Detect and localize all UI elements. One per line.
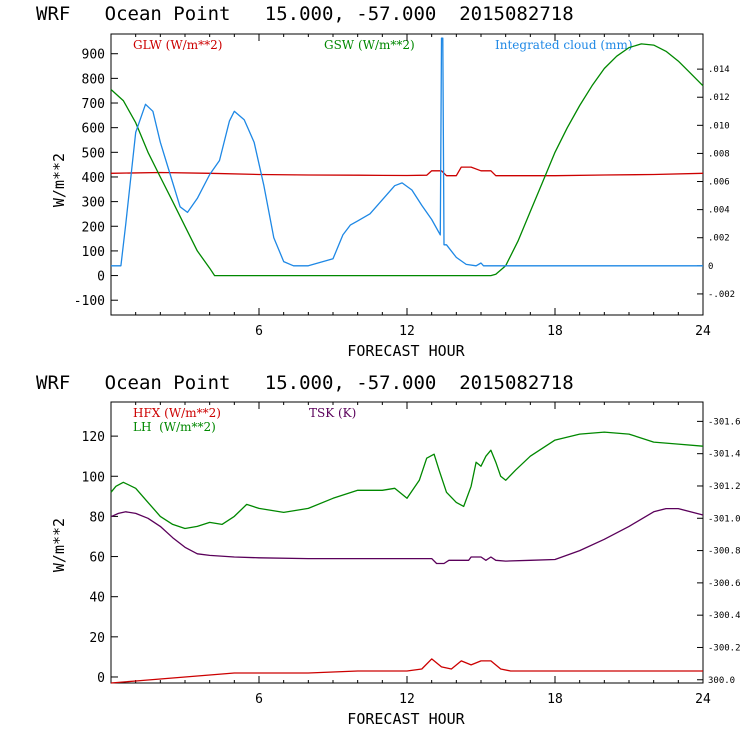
top-series-line-1 — [110, 43, 704, 277]
bottom-plot-area: 6 12 18 24 0 20 40 60 80 100 120 300.0 -300.2 -300.4 -… — [82, 401, 740, 707]
bottom-legend-hfx: HFX (W/m**2) — [133, 406, 221, 420]
top-y-tick-label: 700 — [82, 97, 105, 112]
top-y2-tick-label: .008 — [708, 149, 730, 159]
bottom-legend-tsk: TSK (K) — [309, 406, 356, 420]
top-y-tick-label: 800 — [82, 72, 105, 87]
bottom-y2-tick-label: -301.6 — [708, 417, 740, 427]
top-y-tick-label: -100 — [74, 294, 105, 309]
top-y2-tick-label: .002 — [708, 234, 730, 244]
top-y2-tick-label: .006 — [708, 178, 730, 188]
top-legend-cloud: Integrated cloud (mm) — [495, 38, 633, 52]
top-y2-tick-label: 0 — [708, 262, 713, 272]
bottom-series-line-0 — [110, 658, 703, 684]
bottom-y2-tick-label: -301.0 — [708, 514, 740, 524]
bottom-x-tick-label: 18 — [547, 692, 563, 707]
bottom-y2-tick-label: -300.2 — [708, 643, 740, 653]
bottom-y2-tick-label: 300.0 — [708, 676, 735, 686]
bottom-y-tick-label: 40 — [89, 591, 105, 606]
bottom-chart-title: WRF Ocean Point 15.000, -57.000 20150827… — [36, 372, 574, 394]
bottom-x-tick-label: 12 — [399, 692, 415, 707]
top-y-tick-label: 200 — [82, 220, 105, 235]
top-y2-tick-label: .010 — [708, 121, 730, 131]
bottom-y2-tick-label: -300.4 — [708, 611, 740, 621]
top-panel: WRF Ocean Point 15.000, -57.000 20150827… — [36, 3, 735, 360]
bottom-x-tick-label: 24 — [695, 692, 711, 707]
top-y-tick-label: 900 — [82, 48, 105, 63]
top-y-tick-label: 300 — [82, 196, 105, 211]
bottom-y-tick-label: 60 — [89, 551, 105, 566]
top-x-axis-label: FORECAST HOUR — [347, 342, 465, 360]
top-y2-tick-label: -.002 — [708, 290, 735, 300]
bottom-y2-tick-label: -300.6 — [708, 579, 740, 589]
top-y-tick-label: 400 — [82, 171, 105, 186]
bottom-y2-tick-label: -301.4 — [708, 450, 740, 460]
top-series-line-0 — [110, 166, 704, 177]
top-series-line-2 — [111, 37, 703, 267]
top-y2-tick-label: .014 — [708, 65, 730, 75]
bottom-legend-lh: LH (W/m**2) — [133, 420, 216, 434]
top-y-axis-label: W/m**2 — [50, 153, 68, 207]
top-y2-tick-label: .004 — [708, 206, 730, 216]
bottom-series-line-1 — [110, 431, 704, 530]
bottom-y-tick-label: 100 — [82, 470, 105, 485]
bottom-plot-frame — [110, 401, 704, 684]
top-plot-area: 6 12 18 24 -100 0 100 200 300 400 500 600 700 800 900 -… — [74, 33, 735, 339]
bottom-y-tick-label: 120 — [82, 430, 105, 445]
top-x-tick-label: 6 — [255, 324, 263, 339]
bottom-y-tick-label: 0 — [97, 671, 105, 686]
bottom-y2-tick-label: -301.2 — [708, 482, 740, 492]
top-y-tick-label: 0 — [97, 270, 105, 285]
top-x-tick-label: 12 — [399, 324, 415, 339]
bottom-y-axis-label: W/m**2 — [50, 518, 68, 572]
top-y-tick-label: 600 — [82, 122, 105, 137]
bottom-x-tick-label: 6 — [255, 692, 263, 707]
bottom-y-tick-label: 20 — [89, 631, 105, 646]
top-y2-tick-label: .012 — [708, 93, 730, 103]
bottom-panel: WRF Ocean Point 15.000, -57.000 20150827… — [36, 372, 740, 728]
bottom-y2-tick-label: -300.8 — [708, 547, 740, 557]
bottom-x-axis-label: FORECAST HOUR — [347, 710, 465, 728]
bottom-y-tick-label: 80 — [89, 510, 105, 525]
bottom-series-line-2 — [110, 507, 704, 565]
top-x-tick-label: 18 — [547, 324, 563, 339]
top-x-tick-label: 24 — [695, 324, 711, 339]
top-legend-gsw: GSW (W/m**2) — [324, 38, 415, 52]
top-y-tick-label: 100 — [82, 245, 105, 260]
top-chart-title: WRF Ocean Point 15.000, -57.000 20150827… — [36, 3, 574, 25]
top-legend-glw: GLW (W/m**2) — [133, 38, 222, 52]
top-y-tick-label: 500 — [82, 146, 105, 161]
